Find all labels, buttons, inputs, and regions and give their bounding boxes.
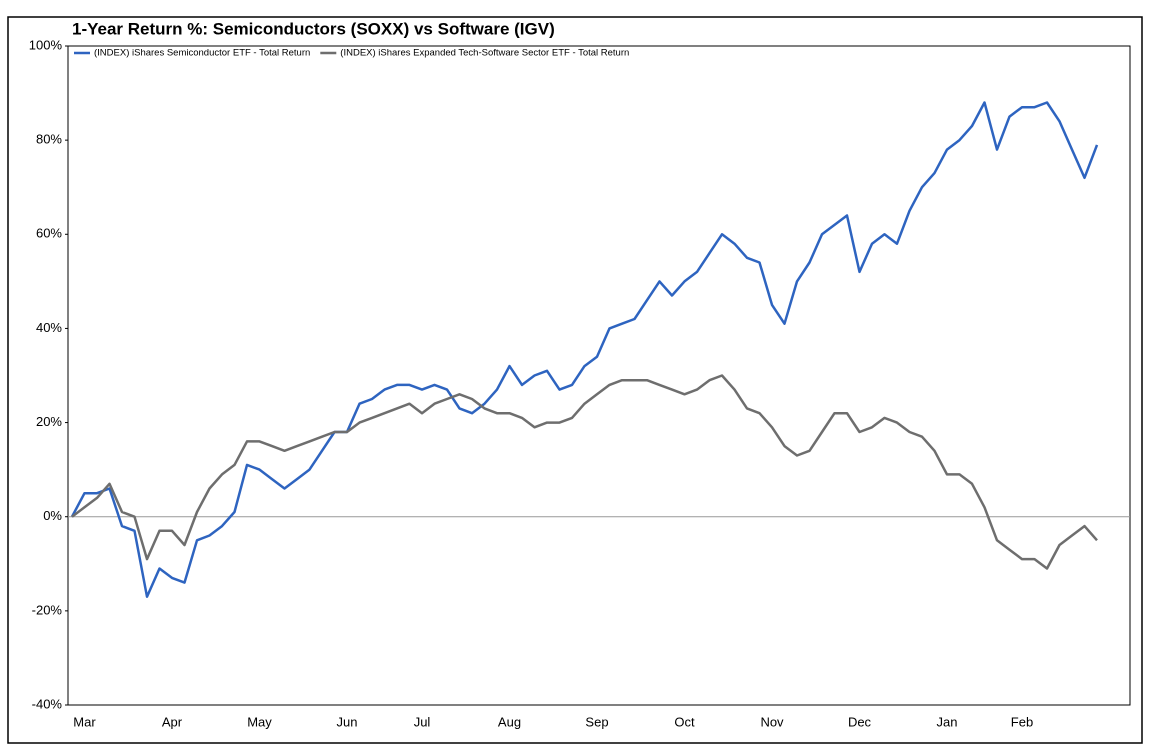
x-tick-label: May bbox=[247, 714, 272, 729]
y-tick-label: 80% bbox=[36, 132, 62, 147]
x-tick-label: Apr bbox=[162, 714, 183, 729]
series-line bbox=[71, 374, 1098, 570]
series-line bbox=[70, 101, 1099, 598]
x-tick-label: Jul bbox=[414, 714, 431, 729]
x-tick-label: Jun bbox=[337, 714, 358, 729]
y-tick-label: 0% bbox=[43, 508, 62, 523]
legend-label: (INDEX) iShares Semiconductor ETF - Tota… bbox=[94, 48, 310, 59]
x-tick-label: Oct bbox=[674, 714, 695, 729]
x-tick-label: Feb bbox=[1011, 714, 1033, 729]
x-tick-label: Jan bbox=[937, 714, 958, 729]
frame bbox=[7, 16, 1143, 744]
legend-label: (INDEX) iShares Expanded Tech-Software S… bbox=[340, 48, 629, 59]
y-tick-label: 100% bbox=[29, 37, 63, 52]
y-tick-label: 20% bbox=[36, 414, 62, 429]
plot-area bbox=[67, 45, 1131, 706]
x-tick-label: Mar bbox=[73, 714, 96, 729]
x-tick-label: Nov bbox=[760, 714, 784, 729]
x-tick-label: Sep bbox=[585, 714, 608, 729]
chart-title: 1-Year Return %: Semiconductors (SOXX) v… bbox=[72, 19, 555, 38]
y-tick-label: 40% bbox=[36, 320, 62, 335]
x-tick-label: Aug bbox=[498, 714, 521, 729]
x-tick-label: Dec bbox=[848, 714, 872, 729]
y-tick-label: -40% bbox=[32, 696, 63, 711]
y-tick-label: 60% bbox=[36, 226, 62, 241]
y-tick-label: -20% bbox=[32, 602, 63, 617]
